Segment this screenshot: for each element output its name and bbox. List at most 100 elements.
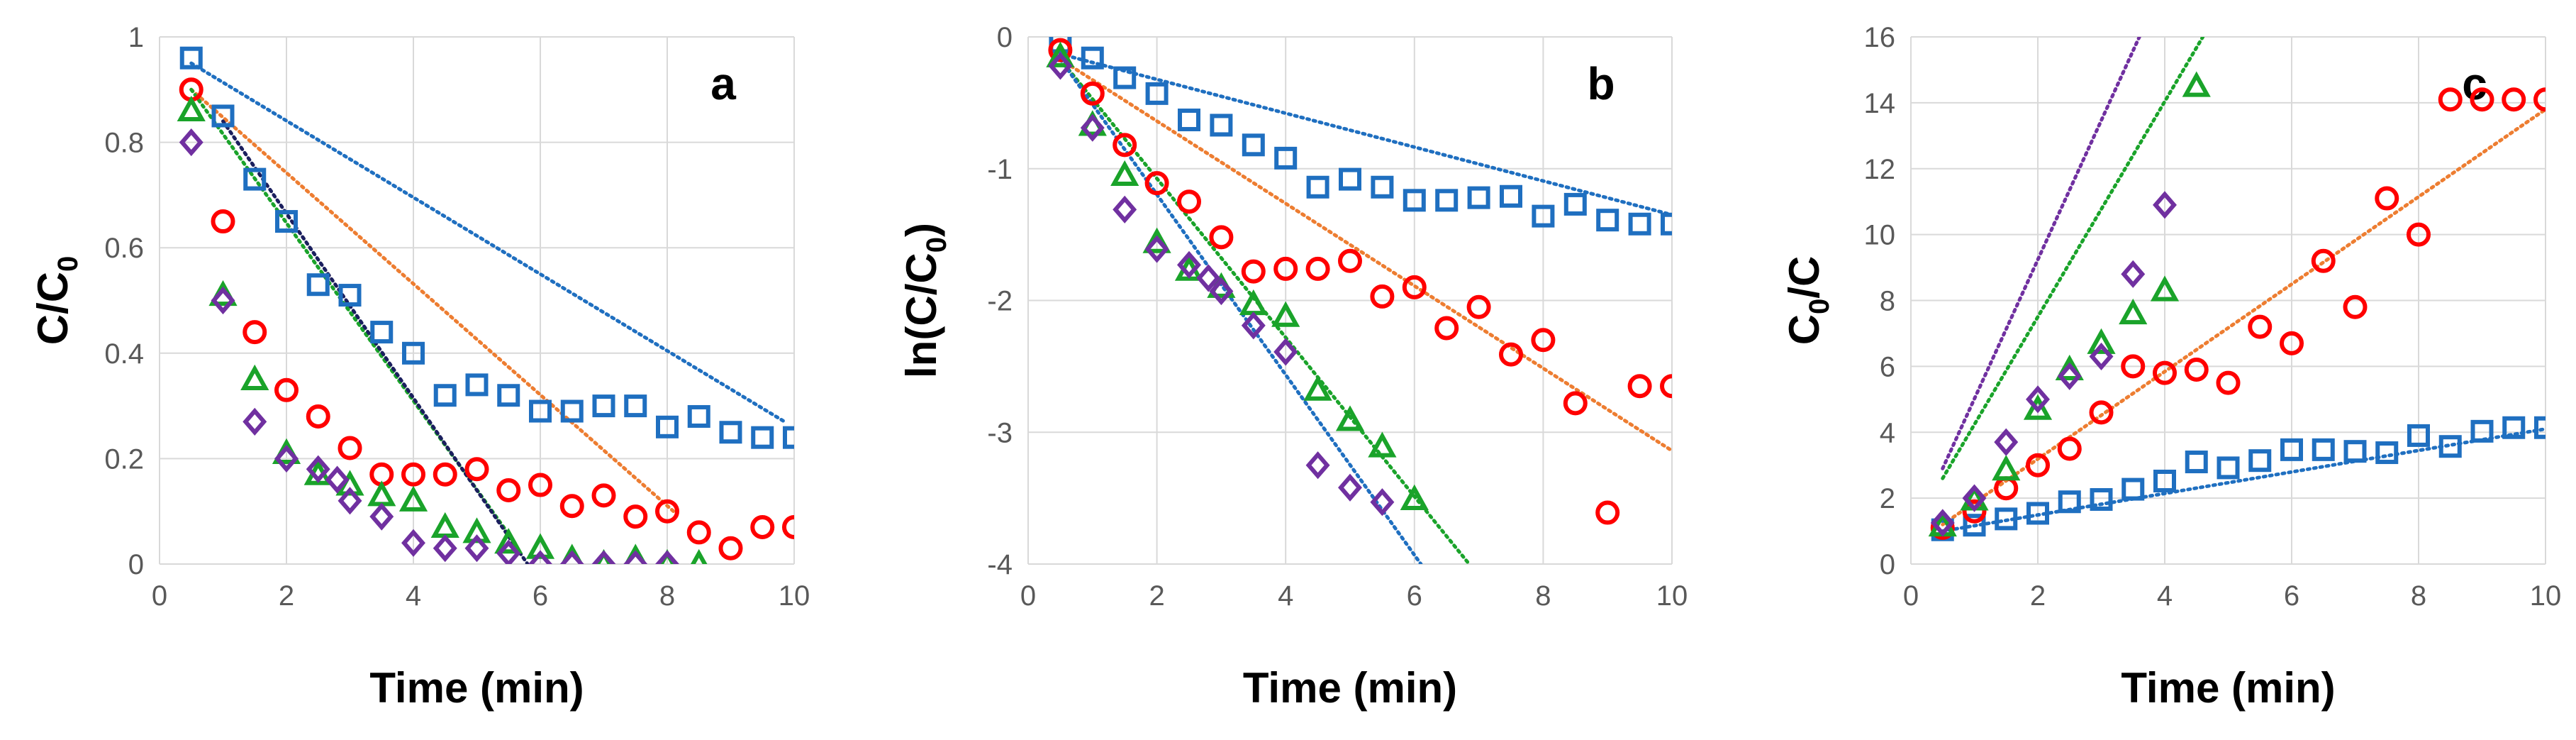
triangle-point: [1110, 160, 1139, 187]
square-point: [624, 394, 647, 418]
x-tick-label: 2: [2030, 580, 2046, 612]
diamond-point: [2026, 385, 2050, 414]
diamond-point: [1048, 52, 1073, 80]
circle-point: [2407, 222, 2431, 247]
trendline-green: [1941, 37, 2205, 480]
y-axis-title: C/C0: [29, 256, 84, 346]
diamond-point: [591, 550, 616, 564]
diamond-point: [464, 534, 489, 563]
square-point: [2058, 490, 2081, 514]
circle-point: [2470, 87, 2494, 112]
square-point: [1178, 109, 1200, 132]
circle-point: [2057, 436, 2082, 461]
diamond-point: [1177, 250, 1201, 279]
y-axis-title-main: C/C: [29, 272, 77, 345]
panel-label: a: [710, 58, 736, 109]
x-tick-label: 8: [659, 580, 675, 612]
y-axis-title: C0/C: [1780, 256, 1835, 346]
diamond-point: [1930, 509, 1955, 537]
diamond-point: [179, 128, 203, 157]
square-point: [1435, 189, 1459, 212]
diamond-point: [1962, 484, 1987, 512]
square-point: [529, 399, 552, 423]
diamond-point: [2057, 362, 2082, 390]
circle-point: [655, 499, 679, 524]
triangle-point: [367, 480, 396, 507]
circle-point: [623, 504, 648, 529]
circle-point: [2184, 358, 2209, 382]
square-point: [211, 104, 235, 128]
plot-area: [177, 46, 794, 564]
y-tick-label: 0.4: [104, 338, 144, 370]
square-point: [2502, 416, 2526, 439]
triangle-point: [2182, 71, 2211, 97]
square-point: [751, 426, 774, 449]
diamond-point: [401, 529, 425, 557]
square-point: [1306, 175, 1329, 199]
square-point: [1081, 46, 1104, 70]
diamond-point: [325, 465, 350, 494]
triangle-point: [494, 528, 523, 554]
square-point: [179, 46, 203, 70]
triangle-point: [595, 548, 613, 564]
trendline-orange: [1058, 57, 1672, 453]
triangle-point: [2087, 328, 2116, 354]
triangle-point: [1335, 405, 1365, 431]
circle-point: [338, 436, 362, 460]
circle-point: [1273, 256, 1298, 281]
y-tick-label: 0: [997, 22, 1013, 53]
diamond-point: [1209, 277, 1234, 306]
x-tick-label: 8: [2411, 580, 2426, 612]
triangle-point: [177, 95, 206, 122]
y-tick-label: 0.8: [104, 128, 144, 159]
diamond-point: [528, 550, 552, 564]
circle-point: [2153, 360, 2177, 385]
square-point: [2121, 477, 2145, 501]
square-point: [497, 384, 520, 407]
diamond-point: [2089, 342, 2114, 371]
diamond-point: [242, 407, 267, 436]
diamond-point: [1273, 338, 1298, 366]
diamond-point: [1144, 235, 1169, 263]
diamond-point: [211, 286, 235, 315]
circle-point: [2089, 400, 2114, 425]
circle-point: [2121, 354, 2146, 379]
panel-label: b: [1587, 58, 1615, 109]
square-point: [306, 273, 330, 297]
x-tick-label: 4: [1278, 580, 1293, 612]
triangle-point: [1400, 484, 1429, 510]
triangle-point: [462, 517, 491, 543]
trendline-blue: [189, 61, 787, 424]
diamond-point: [496, 539, 521, 564]
triangle-point: [525, 533, 555, 559]
circle-point: [2248, 314, 2273, 339]
diamond-point: [306, 455, 330, 483]
circle-point: [1144, 171, 1169, 196]
y-axis-title-main: C: [1780, 314, 1828, 345]
circle-point: [1563, 391, 1588, 416]
trendline-purple: [1941, 37, 2141, 470]
circle-point: [274, 377, 299, 402]
triangle-point: [1046, 41, 1075, 67]
square-point: [592, 394, 615, 418]
x-tick-label: 4: [2157, 580, 2173, 612]
y-tick-label: 1: [128, 22, 144, 53]
square-point: [1339, 167, 1361, 191]
y-tick-label: -3: [987, 417, 1013, 448]
square-point: [1371, 175, 1394, 199]
triangle-point: [1992, 455, 2021, 481]
circle-point: [528, 473, 552, 497]
x-tick-label: 4: [406, 580, 421, 612]
panel-label: c: [2462, 58, 2487, 109]
square-point: [433, 384, 457, 407]
y-tick-label: 0.2: [104, 443, 144, 475]
square-point: [1995, 507, 2018, 531]
square-point: [2375, 441, 2399, 465]
x-tick-label: 10: [2530, 580, 2562, 612]
square-point: [1467, 186, 1490, 209]
circle-point: [401, 462, 425, 487]
circle-point: [2311, 248, 2336, 273]
circle-point: [1241, 259, 1266, 284]
trendline-orange: [189, 87, 676, 514]
